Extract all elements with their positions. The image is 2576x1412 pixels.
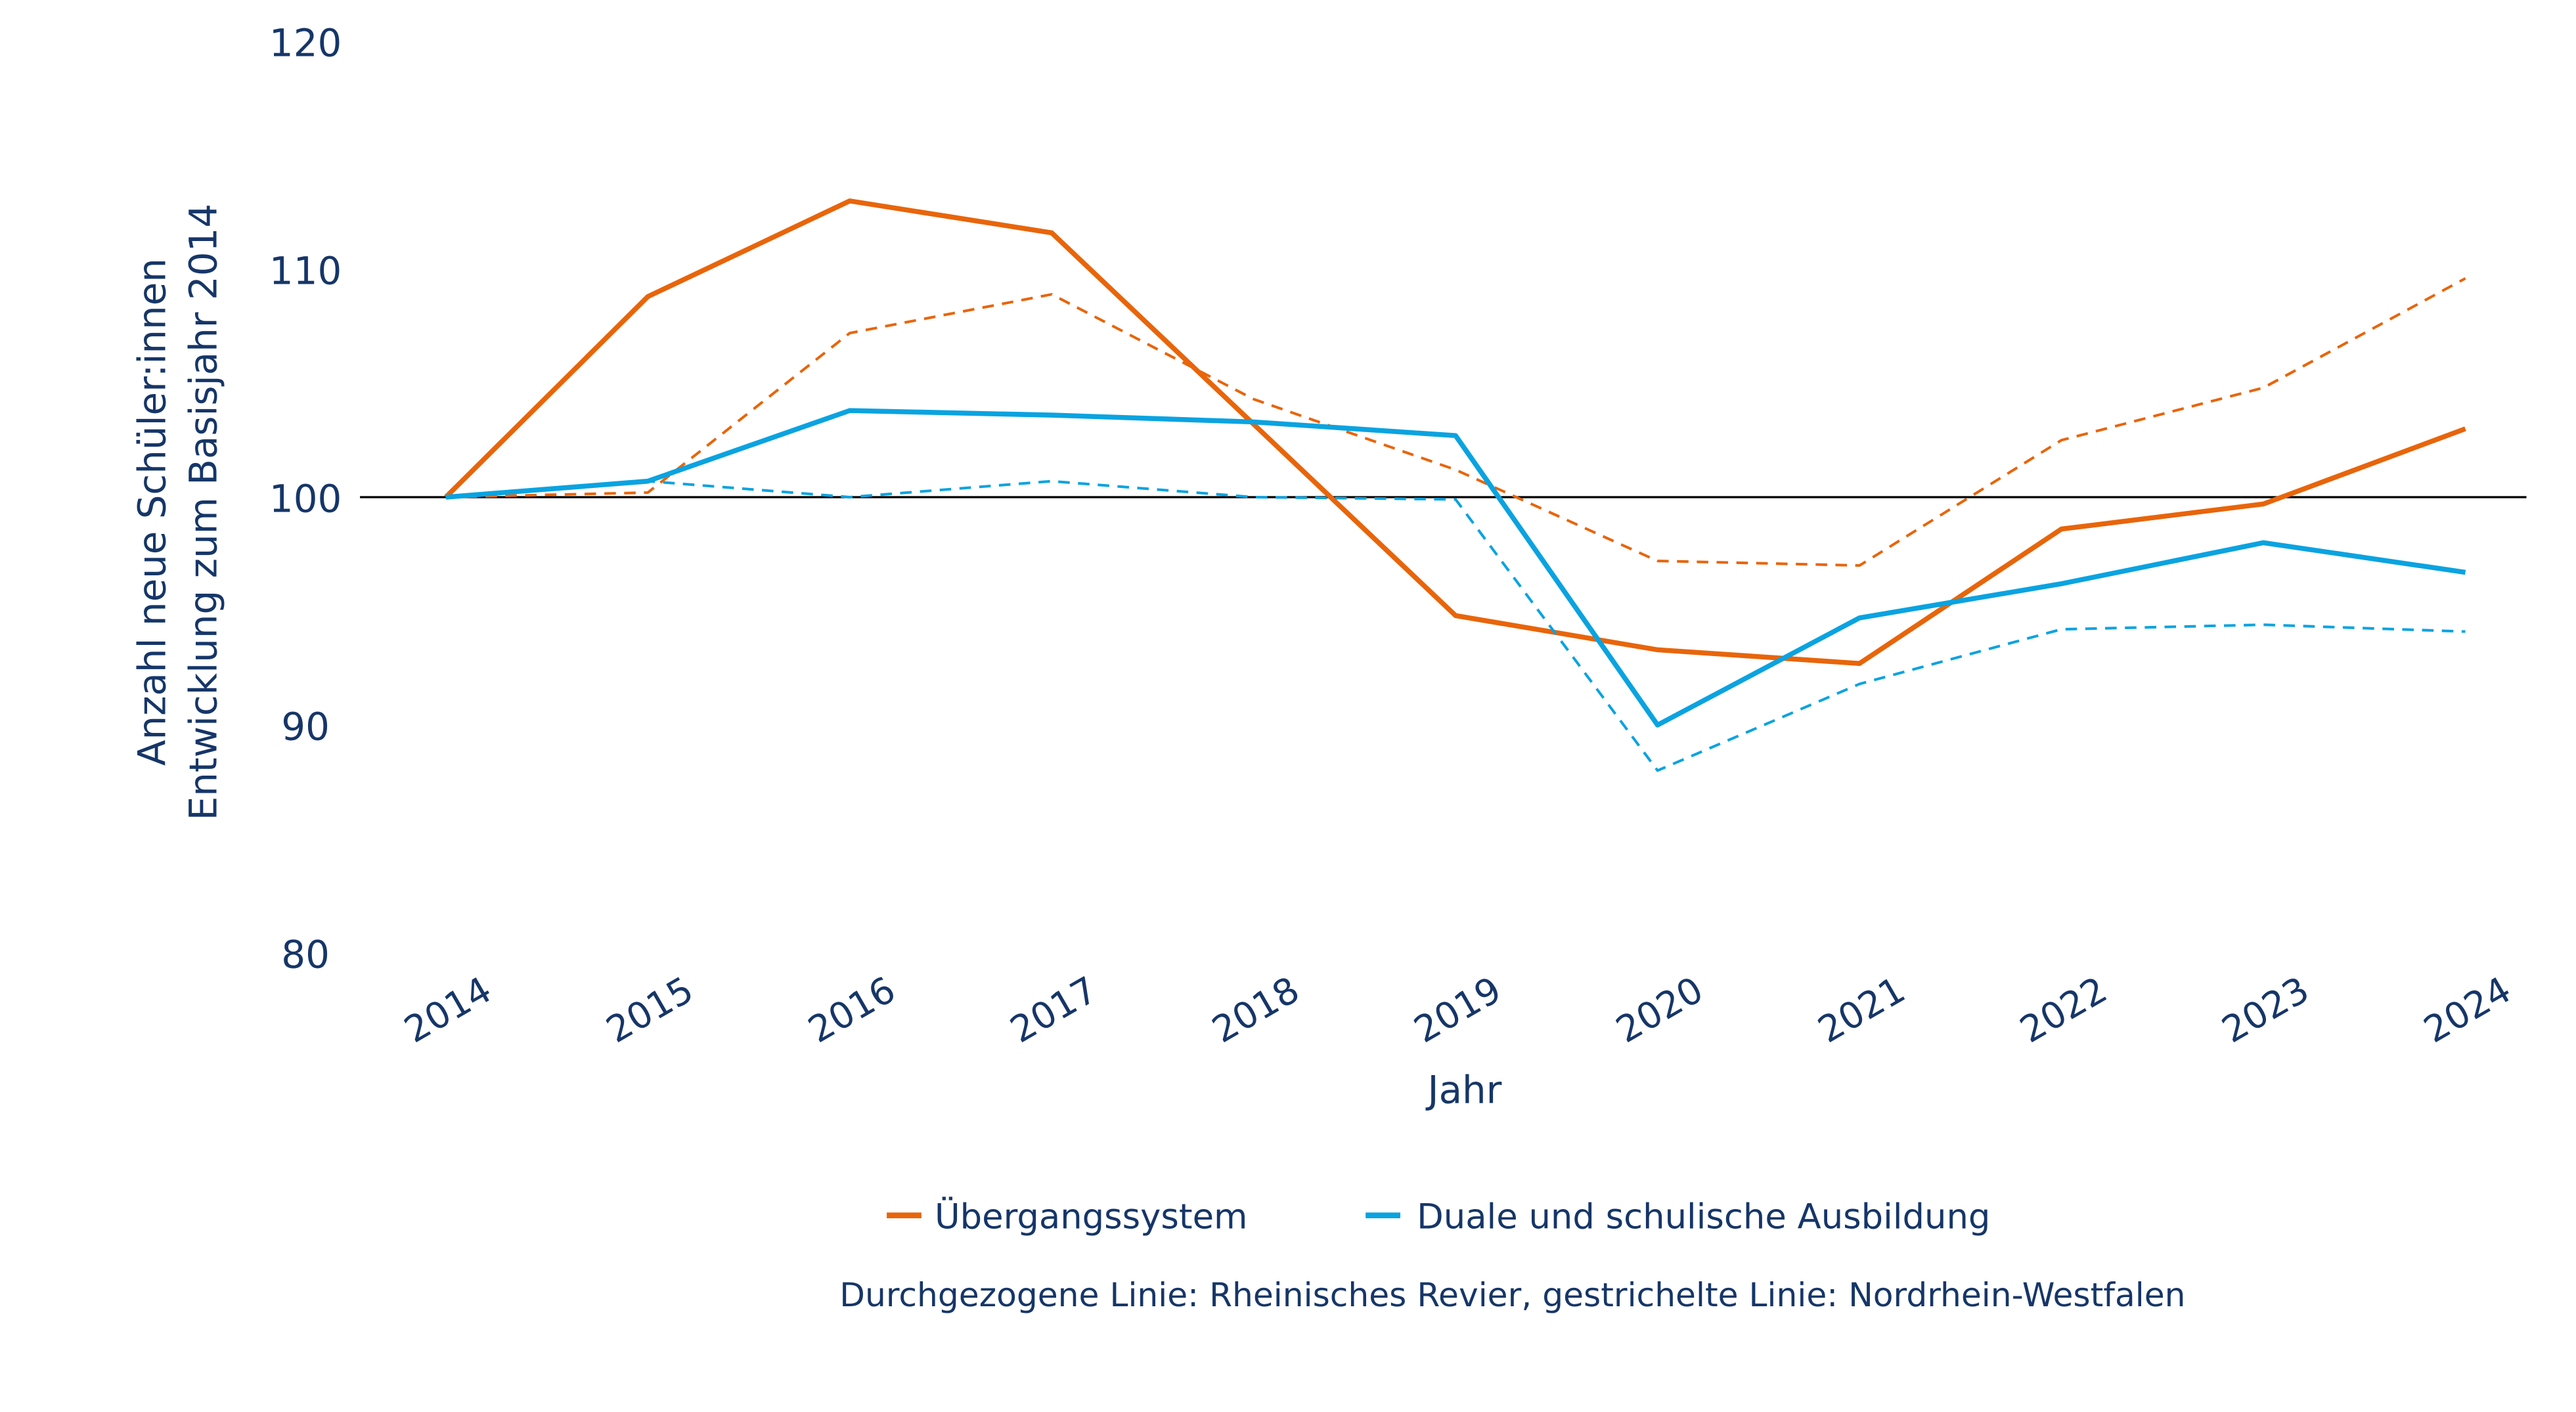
y-axis-label-line-1: Anzahl neue Schüler:innen [129, 258, 174, 766]
x-tick-label: 2022 [2013, 969, 2114, 1051]
legend: Übergangssystem Duale und schulische Aus… [887, 1197, 1990, 1237]
x-tick-label: 2020 [1609, 969, 1710, 1051]
y-tick-label: 120 [269, 21, 342, 66]
x-tick-label: 2018 [1205, 969, 1306, 1051]
x-tick-label: 2015 [600, 969, 701, 1051]
legend-label-duale-ausbildung: Duale und schulische Ausbildung [1417, 1197, 1990, 1237]
x-tick-label: 2019 [1408, 969, 1509, 1051]
y-tick-label: 90 [281, 705, 330, 749]
x-tick-label: 2023 [2215, 969, 2317, 1051]
y-tick-label: 110 [269, 249, 342, 294]
x-tick-label: 2024 [2417, 969, 2518, 1051]
series-line-uebergangssystem-rheinisches-revier [444, 198, 2466, 667]
x-tick-label: 2017 [1004, 969, 1105, 1051]
series-line-duale-ausbildung-nrw [445, 479, 2466, 772]
y-tick-label: 100 [269, 477, 342, 521]
chart-note: Durchgezogene Linie: Rheinisches Revier,… [839, 1275, 2185, 1314]
series-line-duale-ausbildung-rheinisches-revier [445, 408, 2466, 728]
x-tick-label: 2014 [397, 969, 499, 1051]
x-tick-label: 2021 [1811, 969, 1913, 1051]
series-line-uebergangssystem-nrw [445, 277, 2466, 567]
x-axis-label: Jahr [1426, 1068, 1502, 1113]
legend-label-uebergangssystem: Übergangssystem [935, 1197, 1248, 1237]
y-axis-label-line-2: Entwicklung zum Basisjahr 2014 [181, 204, 225, 820]
y-tick-label: 80 [281, 932, 330, 977]
x-tick-label: 2016 [801, 969, 902, 1051]
